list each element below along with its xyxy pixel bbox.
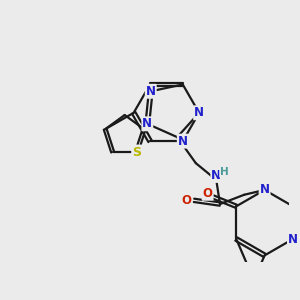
- Text: N: N: [146, 85, 156, 98]
- Text: N: N: [288, 232, 298, 245]
- Text: S: S: [132, 146, 141, 158]
- Text: O: O: [202, 187, 213, 200]
- Text: N: N: [260, 183, 270, 196]
- Text: O: O: [182, 194, 191, 207]
- Text: N: N: [178, 135, 188, 148]
- Text: N: N: [211, 169, 221, 182]
- Text: N: N: [142, 117, 152, 130]
- Text: N: N: [194, 106, 204, 119]
- Text: H: H: [220, 167, 229, 177]
